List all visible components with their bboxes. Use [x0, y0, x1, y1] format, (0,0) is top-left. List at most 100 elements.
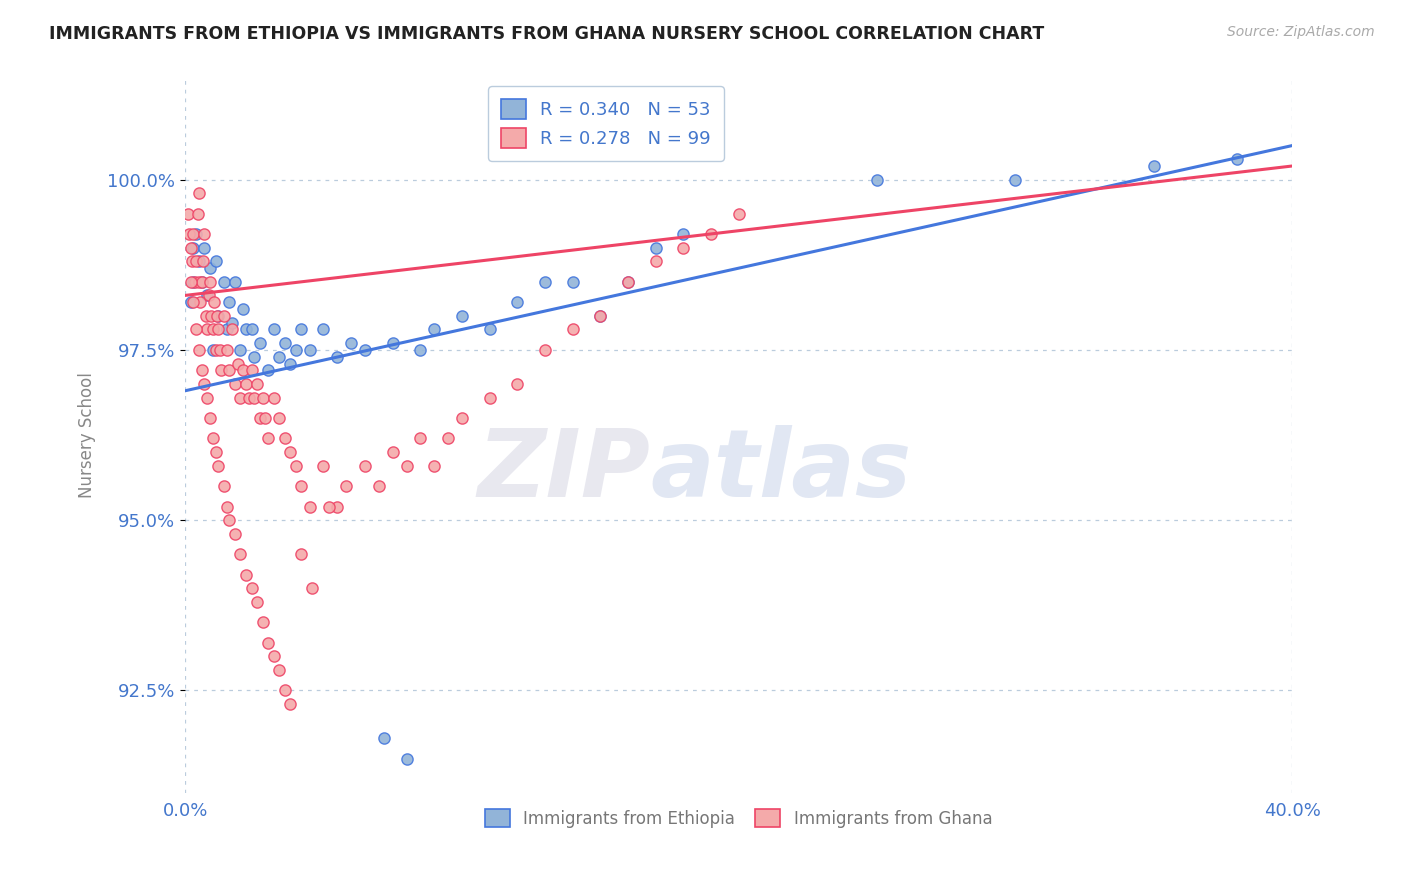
Point: [212, 275, 235, 289]
Point: [209, 363, 232, 377]
Point: [235, 376, 257, 391]
Point: [340, 336, 363, 351]
Point: [235, 567, 257, 582]
Point: [193, 227, 215, 241]
Point: [284, 458, 307, 473]
Point: [866, 172, 889, 186]
Point: [278, 445, 301, 459]
Point: [672, 241, 695, 255]
Point: [187, 275, 209, 289]
Point: [191, 254, 214, 268]
Point: [187, 343, 209, 357]
Point: [187, 207, 209, 221]
Point: [478, 322, 501, 336]
Point: [193, 241, 215, 255]
Point: [269, 663, 291, 677]
Point: [672, 227, 695, 241]
Point: [183, 241, 205, 255]
Text: IMMIGRANTS FROM ETHIOPIA VS IMMIGRANTS FROM GHANA NURSERY SCHOOL CORRELATION CHA: IMMIGRANTS FROM ETHIOPIA VS IMMIGRANTS F…: [49, 25, 1045, 43]
Point: [215, 343, 238, 357]
Point: [278, 357, 301, 371]
Point: [221, 316, 243, 330]
Point: [423, 458, 446, 473]
Point: [187, 254, 209, 268]
Point: [506, 295, 529, 310]
Point: [177, 207, 200, 221]
Point: [235, 322, 257, 336]
Point: [395, 458, 418, 473]
Text: atlas: atlas: [650, 425, 911, 516]
Point: [183, 227, 205, 241]
Point: [224, 376, 246, 391]
Point: [218, 363, 240, 377]
Point: [212, 309, 235, 323]
Point: [617, 275, 640, 289]
Point: [506, 376, 529, 391]
Point: [202, 295, 225, 310]
Point: [354, 458, 377, 473]
Point: [204, 343, 226, 357]
Point: [257, 432, 280, 446]
Point: [326, 500, 349, 514]
Point: [290, 479, 312, 493]
Point: [252, 391, 274, 405]
Point: [1143, 159, 1166, 173]
Point: [312, 322, 335, 336]
Point: [190, 275, 212, 289]
Point: [207, 458, 229, 473]
Legend: Immigrants from Ethiopia, Immigrants from Ghana: Immigrants from Ethiopia, Immigrants fro…: [478, 803, 998, 834]
Point: [589, 309, 612, 323]
Point: [274, 683, 297, 698]
Point: [180, 275, 202, 289]
Point: [205, 309, 228, 323]
Point: [221, 322, 243, 336]
Point: [183, 295, 205, 310]
Point: [644, 254, 666, 268]
Point: [188, 295, 211, 310]
Point: [263, 649, 285, 664]
Point: [186, 322, 208, 336]
Point: [617, 275, 640, 289]
Point: [367, 479, 389, 493]
Point: [290, 322, 312, 336]
Point: [184, 275, 207, 289]
Point: [200, 309, 222, 323]
Point: [249, 336, 271, 351]
Point: [700, 227, 723, 241]
Point: [274, 432, 297, 446]
Point: [190, 363, 212, 377]
Point: [298, 500, 321, 514]
Point: [243, 391, 266, 405]
Point: [229, 343, 252, 357]
Point: [246, 376, 269, 391]
Point: [218, 513, 240, 527]
Point: [290, 547, 312, 561]
Point: [409, 343, 432, 357]
Point: [198, 275, 221, 289]
Point: [423, 322, 446, 336]
Point: [274, 336, 297, 351]
Point: [240, 322, 263, 336]
Point: [187, 186, 209, 201]
Point: [197, 288, 219, 302]
Point: [180, 295, 202, 310]
Point: [478, 391, 501, 405]
Point: [246, 595, 269, 609]
Point: [561, 275, 583, 289]
Text: ZIP: ZIP: [477, 425, 650, 516]
Point: [207, 309, 229, 323]
Point: [224, 526, 246, 541]
Point: [1004, 172, 1026, 186]
Point: [269, 411, 291, 425]
Point: [451, 309, 474, 323]
Point: [1226, 152, 1249, 166]
Point: [186, 254, 208, 268]
Point: [318, 500, 340, 514]
Point: [232, 363, 254, 377]
Point: [198, 411, 221, 425]
Point: [249, 411, 271, 425]
Point: [179, 227, 201, 241]
Point: [240, 363, 263, 377]
Point: [207, 322, 229, 336]
Point: [589, 309, 612, 323]
